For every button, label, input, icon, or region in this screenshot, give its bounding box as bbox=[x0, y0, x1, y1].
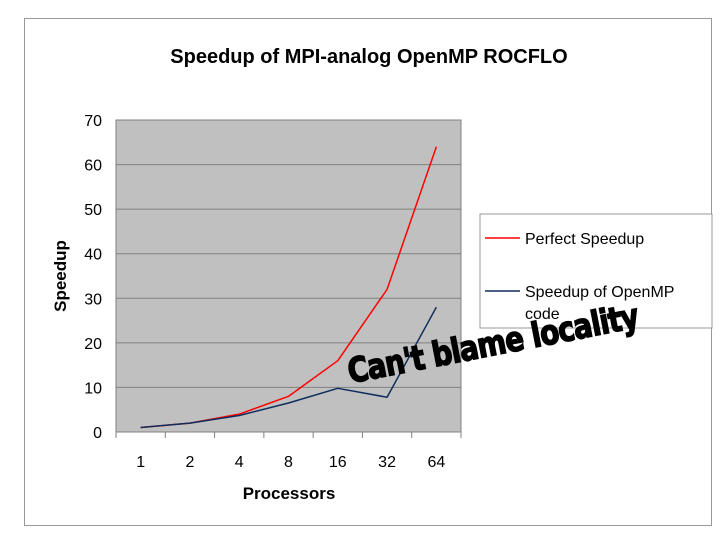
y-tick-label-40: 40 bbox=[84, 247, 102, 264]
y-tick-label-60: 60 bbox=[84, 158, 102, 175]
y-tick-label-10: 10 bbox=[84, 380, 102, 397]
y-axis-title: Speedup bbox=[51, 240, 70, 312]
plot-area bbox=[115, 119, 462, 433]
x-tick-label-64: 64 bbox=[427, 454, 445, 471]
x-tick-label-16: 16 bbox=[329, 454, 347, 471]
series-line-2 bbox=[140, 306, 438, 429]
gridlines bbox=[115, 164, 462, 438]
x-tick-label-4: 4 bbox=[235, 454, 244, 471]
x-tick-label-8: 8 bbox=[284, 454, 293, 471]
y-tick-labels: 0 10 20 30 40 50 60 70 bbox=[84, 113, 102, 442]
x-tick-label-1: 1 bbox=[136, 454, 145, 471]
legend-label-1: Perfect Speedup bbox=[525, 231, 644, 248]
series-lines bbox=[140, 146, 438, 429]
y-tick-label-50: 50 bbox=[84, 202, 102, 219]
x-tick-label-2: 2 bbox=[185, 454, 194, 471]
legend-entries: Perfect Speedup Speedup of OpenMP code bbox=[485, 231, 674, 323]
x-tick-label-32: 32 bbox=[378, 454, 396, 471]
y-tick-label-70: 70 bbox=[84, 113, 102, 130]
x-tick-labels: 1 2 4 8 16 32 64 bbox=[136, 454, 445, 471]
y-tick-label-20: 20 bbox=[84, 336, 102, 353]
legend bbox=[479, 213, 713, 329]
legend-label-2: Speedup of OpenMP bbox=[525, 284, 674, 301]
y-tick-label-30: 30 bbox=[84, 291, 102, 308]
x-axis-title: Processors bbox=[243, 484, 336, 503]
legend-label-2-line2: code bbox=[525, 306, 560, 323]
y-tick-label-0: 0 bbox=[93, 425, 102, 442]
chart-title: Speedup of MPI-analog OpenMP ROCFLO bbox=[170, 46, 567, 68]
